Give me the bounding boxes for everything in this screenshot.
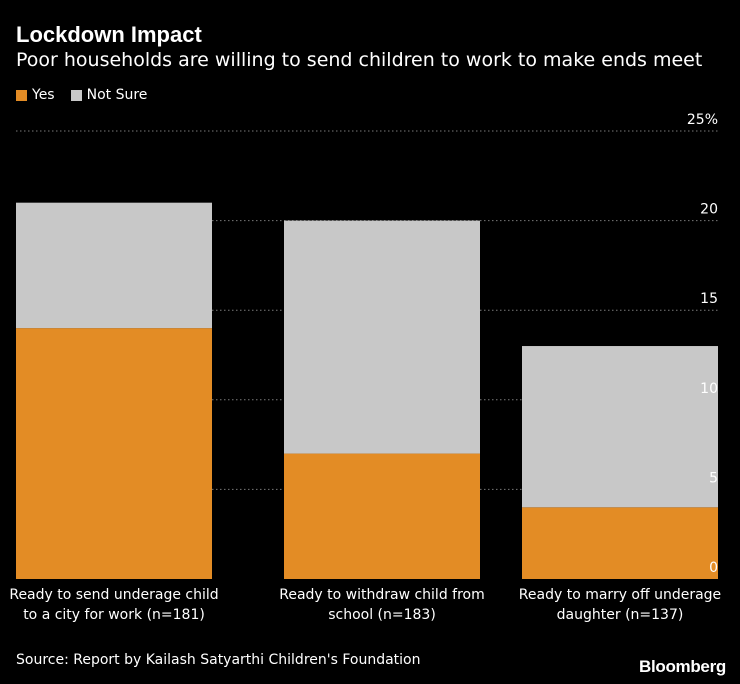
legend-label-not-sure: Not Sure	[86, 87, 148, 103]
y-tick-label-5: 5	[709, 470, 718, 486]
x-tick-label-2-line-0: Ready to marry off underage	[519, 587, 721, 603]
chart-title: Lockdown Impact	[16, 22, 202, 47]
legend-swatch-not-sure	[70, 89, 82, 101]
bar-not-sure-1	[284, 220, 480, 454]
bar-yes-1	[284, 453, 480, 579]
bar-yes-2	[522, 507, 718, 579]
legend-item-not-sure: Not Sure	[70, 87, 148, 103]
x-tick-label-2-line-1: daughter (n=137)	[557, 607, 684, 623]
chart-subtitle: Poor households are willing to send chil…	[16, 49, 703, 71]
stacked-bar-chart: 0 5 10 15 20 25% Ready to send underage child t…	[9, 112, 721, 623]
y-tick-label-0: 0	[709, 560, 718, 576]
bar-yes-0	[16, 328, 212, 579]
y-tick-label-20: 20	[700, 202, 718, 218]
bar-not-sure-0	[16, 202, 212, 329]
x-tick-label-0-line-0: Ready to send underage child	[9, 587, 218, 603]
y-tick-label-15: 15	[700, 291, 718, 307]
chart-legend: Yes Not Sure	[16, 87, 163, 103]
x-tick-label-0-line-1: to a city for work (n=181)	[23, 607, 205, 623]
x-tick-label-1-line-0: Ready to withdraw child from	[279, 587, 485, 603]
y-tick-label-10: 10	[700, 381, 718, 397]
source-note: Source: Report by Kailash Satyarthi Chil…	[16, 652, 421, 668]
bar-not-sure-2	[522, 346, 718, 508]
legend-item-yes: Yes	[16, 87, 55, 103]
y-tick-label-25: 25%	[687, 112, 718, 128]
bloomberg-logo: Bloomberg	[638, 657, 726, 676]
legend-swatch-yes	[16, 89, 27, 101]
legend-label-yes: Yes	[32, 87, 55, 103]
x-tick-label-1-line-1: school (n=183)	[328, 607, 436, 623]
